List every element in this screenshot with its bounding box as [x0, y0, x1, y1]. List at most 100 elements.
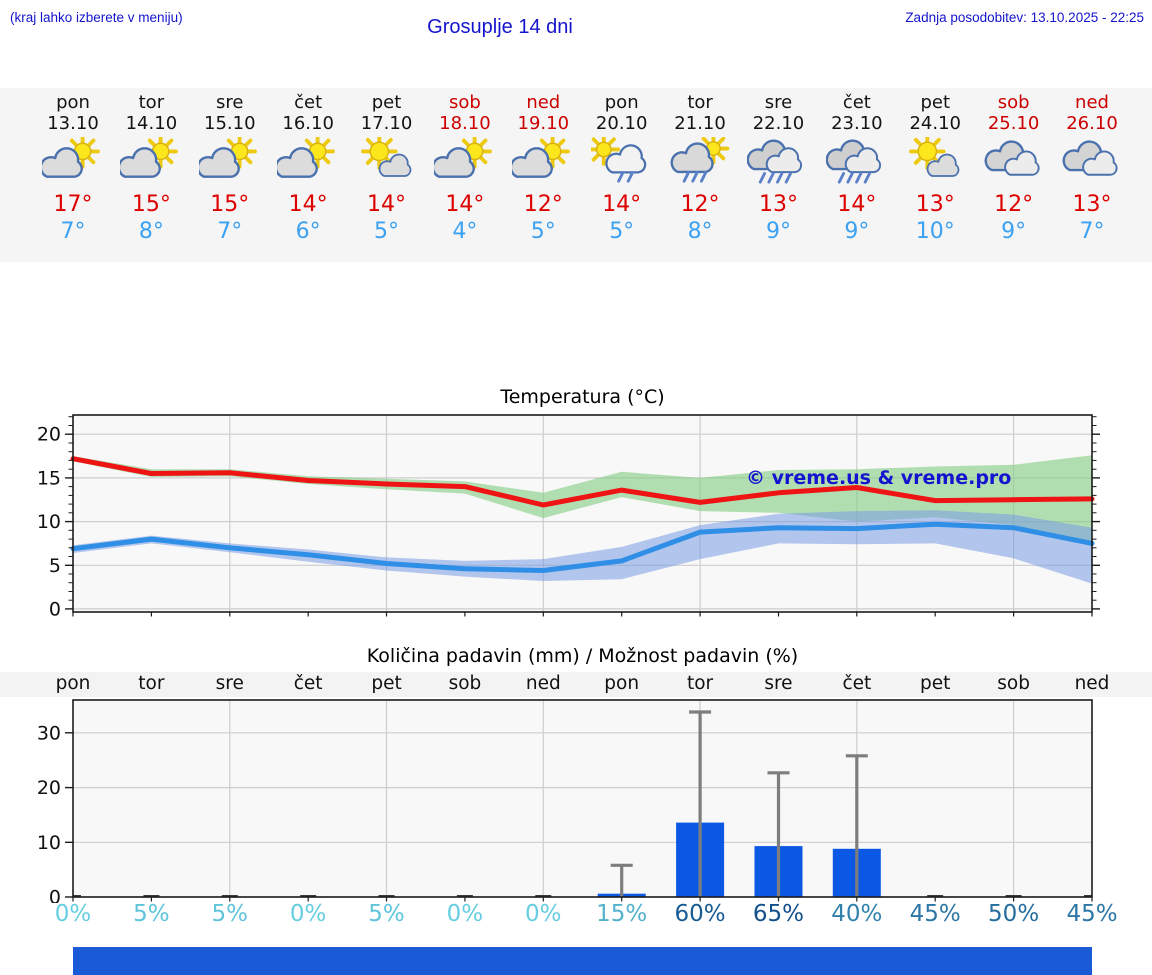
day-low-temp: 5°: [374, 219, 400, 244]
weather-icon-slot: [348, 133, 426, 187]
menu-hint-text: (kraj lahko izberete v meniju): [10, 10, 183, 25]
day-low-temp: 5°: [609, 219, 635, 244]
plot-border: [72, 414, 1093, 613]
day-low-temp: 9°: [765, 219, 791, 244]
day-name: pon: [56, 92, 90, 113]
precip-percent-label: 60%: [674, 901, 726, 927]
max-temp-line: [70, 456, 1095, 508]
day-high-temp: 14°: [445, 192, 485, 217]
precip-day-label: tor: [686, 673, 714, 694]
day-date: 16.10: [282, 113, 334, 134]
day-name: ned: [1075, 92, 1109, 113]
day-name: pet: [371, 92, 402, 113]
precipitation-chart: 0 10 20 30: [37, 699, 1093, 903]
day-high-temp: 12°: [680, 192, 720, 217]
day-column: pet 24.10 13° 10°: [896, 92, 974, 245]
weather-icon-slot: [504, 134, 582, 187]
day-column: čet 16.10 14° 6°: [269, 92, 347, 245]
day-high-temp: 14°: [602, 192, 642, 217]
precip-y-tick-label: 10: [37, 832, 61, 854]
day-low-temp: 6°: [295, 219, 321, 244]
rain4-weather-icon: [747, 139, 803, 184]
day-high-temp: 14°: [367, 192, 407, 217]
temp-y-tick-label: 15: [37, 467, 61, 489]
weather-icon-slot: [896, 133, 974, 187]
day-name: čet: [294, 92, 323, 113]
day-high-temp: 13°: [1072, 192, 1112, 217]
precipitation-chart-title: Količina padavin (mm) / Možnost padavin …: [366, 645, 799, 667]
precip-day-label: sob: [448, 673, 482, 694]
precip-day-label: sre: [764, 673, 793, 694]
day-name: pet: [920, 92, 950, 113]
precip-zero-bar: [143, 895, 160, 897]
temp-y-tick-label: 0: [49, 598, 61, 617]
temperature-chart: 0 5 10 15 20 © vreme.us & vreme.pro: [37, 414, 1100, 617]
precip-percent-label: 0%: [54, 901, 92, 927]
day-name: sob: [997, 92, 1030, 113]
day-column: tor 14.10 15° 8°: [112, 92, 190, 245]
day-name: sre: [216, 92, 244, 113]
day-column: čet 23.10 14° 9°: [818, 92, 896, 245]
forecast-days-strip: pon 13.10 17° 7° tor 14.10 15° 8° sre 15.10 15° 7° č…: [0, 88, 1152, 262]
temp-y-tick-label: 10: [37, 511, 61, 533]
day-name: čet: [842, 92, 871, 113]
precip-day-label: ned: [525, 673, 561, 694]
day-date: 25.10: [987, 113, 1040, 134]
day-column: sob 25.10 12° 9°: [975, 92, 1053, 245]
sunpartly-weather-icon: [360, 133, 411, 177]
precip-percent-label: 5%: [211, 901, 249, 927]
day-name: ned: [526, 92, 561, 113]
day-name: sre: [764, 92, 793, 113]
day-high-temp: 14°: [837, 192, 877, 217]
rain4-weather-icon: [825, 139, 881, 184]
day-column: sre 22.10 13° 9°: [739, 92, 817, 245]
cloudy-weather-icon: [984, 140, 1040, 176]
day-column: sob 18.10 14° 4°: [426, 92, 504, 245]
bottom-bar: [73, 947, 1092, 975]
partly-weather-icon: [118, 134, 179, 178]
day-column: pon 20.10 14° 5°: [583, 92, 661, 245]
day-date: 21.10: [674, 113, 726, 134]
precip-percent-label: 5%: [368, 901, 405, 927]
precip-day-label: sob: [997, 673, 1030, 694]
partly-weather-icon: [274, 134, 336, 178]
day-high-temp: 12°: [994, 192, 1034, 217]
day-name: tor: [138, 92, 165, 113]
precip-percent-label: 65%: [752, 901, 805, 927]
day-low-temp: 7°: [60, 219, 86, 244]
precip-day-label: pet: [920, 673, 951, 694]
precip-y-tick-label: 20: [37, 777, 61, 799]
precip-percent-label: 0%: [525, 901, 562, 927]
day-low-temp: 8°: [687, 219, 713, 244]
precip-percent-label: 0%: [289, 901, 327, 927]
day-name: sob: [449, 92, 481, 113]
day-date: 26.10: [1066, 113, 1118, 134]
day-high-temp: 15°: [131, 192, 171, 217]
watermark-link[interactable]: © vreme.us & vreme.pro: [746, 467, 1011, 489]
last-update-text: Zadnja posodobitev: 13.10.2025 - 22:25: [905, 10, 1144, 25]
day-date: 15.10: [204, 113, 256, 134]
day-column: pon 13.10 17° 7°: [34, 92, 112, 245]
precip-zero-bar: [927, 895, 944, 897]
day-column: sre 15.10 15° 7°: [191, 92, 269, 245]
day-high-temp: 15°: [210, 192, 250, 217]
day-high-temp: 17°: [53, 192, 93, 217]
precip-day-label: pon: [55, 673, 91, 694]
day-date: 24.10: [909, 113, 961, 134]
precip-percent-label: 45%: [909, 901, 961, 927]
weather-icon-slot: [661, 132, 739, 187]
precip-zero-bar: [1005, 895, 1022, 897]
weather-icon-slot: [191, 134, 269, 187]
day-column: tor 21.10 12° 8°: [661, 92, 739, 245]
day-date: 14.10: [125, 113, 178, 134]
weather-icon-slot: [1053, 137, 1131, 187]
day-column: pet 17.10 14° 5°: [348, 92, 426, 245]
precip-zero-bar: [73, 895, 81, 897]
weather-icon-slot: [739, 137, 817, 187]
precip-day-label: čet: [293, 673, 323, 694]
precip-zero-bar: [378, 895, 395, 897]
partly-weather-icon: [431, 134, 492, 178]
weather-icon-slot: [269, 134, 347, 187]
page-title: Grosuplje 14 dni: [427, 16, 573, 38]
